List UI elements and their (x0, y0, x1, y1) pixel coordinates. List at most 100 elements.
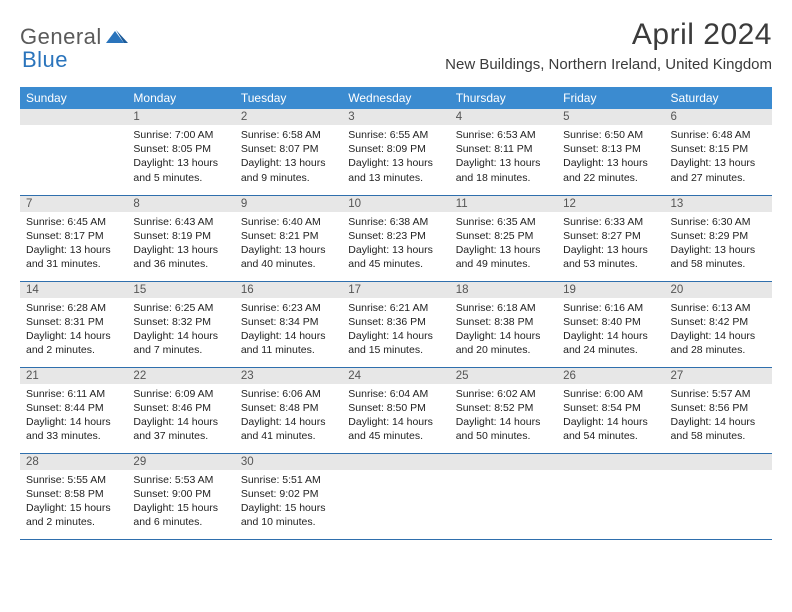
calendar-day-cell: 18Sunrise: 6:18 AMSunset: 8:38 PMDayligh… (450, 281, 557, 367)
calendar-table: SundayMondayTuesdayWednesdayThursdayFrid… (20, 87, 772, 540)
calendar-day-cell: 13Sunrise: 6:30 AMSunset: 8:29 PMDayligh… (665, 195, 772, 281)
day-number: 8 (127, 196, 234, 212)
calendar-day-cell (665, 453, 772, 539)
day-details: Sunrise: 6:50 AMSunset: 8:13 PMDaylight:… (557, 125, 664, 189)
day-number (557, 454, 664, 470)
day-number: 6 (665, 109, 772, 125)
calendar-day-cell: 10Sunrise: 6:38 AMSunset: 8:23 PMDayligh… (342, 195, 449, 281)
day-number: 10 (342, 196, 449, 212)
weekday-header: Tuesday (235, 87, 342, 109)
day-number: 20 (665, 282, 772, 298)
calendar-day-cell: 28Sunrise: 5:55 AMSunset: 8:58 PMDayligh… (20, 453, 127, 539)
day-number: 29 (127, 454, 234, 470)
day-details: Sunrise: 6:48 AMSunset: 8:15 PMDaylight:… (665, 125, 772, 189)
day-number: 18 (450, 282, 557, 298)
day-number: 1 (127, 109, 234, 125)
day-number: 5 (557, 109, 664, 125)
calendar-week-row: 14Sunrise: 6:28 AMSunset: 8:31 PMDayligh… (20, 281, 772, 367)
day-number (450, 454, 557, 470)
day-number: 3 (342, 109, 449, 125)
day-details: Sunrise: 7:00 AMSunset: 8:05 PMDaylight:… (127, 125, 234, 189)
day-number: 28 (20, 454, 127, 470)
weekday-header: Thursday (450, 87, 557, 109)
calendar-day-cell: 29Sunrise: 5:53 AMSunset: 9:00 PMDayligh… (127, 453, 234, 539)
day-number: 17 (342, 282, 449, 298)
day-details: Sunrise: 6:33 AMSunset: 8:27 PMDaylight:… (557, 212, 664, 276)
day-details: Sunrise: 6:43 AMSunset: 8:19 PMDaylight:… (127, 212, 234, 276)
month-title: April 2024 (445, 18, 772, 52)
day-details: Sunrise: 6:53 AMSunset: 8:11 PMDaylight:… (450, 125, 557, 189)
day-details: Sunrise: 6:09 AMSunset: 8:46 PMDaylight:… (127, 384, 234, 448)
calendar-day-cell: 8Sunrise: 6:43 AMSunset: 8:19 PMDaylight… (127, 195, 234, 281)
location-text: New Buildings, Northern Ireland, United … (445, 56, 772, 73)
day-details: Sunrise: 6:55 AMSunset: 8:09 PMDaylight:… (342, 125, 449, 189)
day-details: Sunrise: 6:21 AMSunset: 8:36 PMDaylight:… (342, 298, 449, 362)
day-details: Sunrise: 6:45 AMSunset: 8:17 PMDaylight:… (20, 212, 127, 276)
day-details: Sunrise: 6:25 AMSunset: 8:32 PMDaylight:… (127, 298, 234, 362)
calendar-week-row: 7Sunrise: 6:45 AMSunset: 8:17 PMDaylight… (20, 195, 772, 281)
calendar-day-cell: 20Sunrise: 6:13 AMSunset: 8:42 PMDayligh… (665, 281, 772, 367)
calendar-day-cell: 17Sunrise: 6:21 AMSunset: 8:36 PMDayligh… (342, 281, 449, 367)
calendar-day-cell: 12Sunrise: 6:33 AMSunset: 8:27 PMDayligh… (557, 195, 664, 281)
calendar-day-cell: 14Sunrise: 6:28 AMSunset: 8:31 PMDayligh… (20, 281, 127, 367)
calendar-day-cell: 9Sunrise: 6:40 AMSunset: 8:21 PMDaylight… (235, 195, 342, 281)
calendar-day-cell: 21Sunrise: 6:11 AMSunset: 8:44 PMDayligh… (20, 367, 127, 453)
day-number: 23 (235, 368, 342, 384)
calendar-day-cell: 26Sunrise: 6:00 AMSunset: 8:54 PMDayligh… (557, 367, 664, 453)
calendar-day-cell: 23Sunrise: 6:06 AMSunset: 8:48 PMDayligh… (235, 367, 342, 453)
calendar-week-row: 1Sunrise: 7:00 AMSunset: 8:05 PMDaylight… (20, 109, 772, 195)
day-number: 21 (20, 368, 127, 384)
day-number: 13 (665, 196, 772, 212)
day-number (665, 454, 772, 470)
calendar-day-cell: 2Sunrise: 6:58 AMSunset: 8:07 PMDaylight… (235, 109, 342, 195)
logo-mark-icon (106, 27, 128, 48)
day-details: Sunrise: 6:18 AMSunset: 8:38 PMDaylight:… (450, 298, 557, 362)
day-details: Sunrise: 6:02 AMSunset: 8:52 PMDaylight:… (450, 384, 557, 448)
calendar-week-row: 21Sunrise: 6:11 AMSunset: 8:44 PMDayligh… (20, 367, 772, 453)
day-details: Sunrise: 6:58 AMSunset: 8:07 PMDaylight:… (235, 125, 342, 189)
day-details: Sunrise: 6:23 AMSunset: 8:34 PMDaylight:… (235, 298, 342, 362)
day-number: 26 (557, 368, 664, 384)
day-details: Sunrise: 5:51 AMSunset: 9:02 PMDaylight:… (235, 470, 342, 534)
calendar-day-cell: 25Sunrise: 6:02 AMSunset: 8:52 PMDayligh… (450, 367, 557, 453)
calendar-week-row: 28Sunrise: 5:55 AMSunset: 8:58 PMDayligh… (20, 453, 772, 539)
title-block: April 2024 New Buildings, Northern Irela… (445, 18, 772, 73)
calendar-day-cell: 30Sunrise: 5:51 AMSunset: 9:02 PMDayligh… (235, 453, 342, 539)
weekday-header: Friday (557, 87, 664, 109)
day-details: Sunrise: 6:28 AMSunset: 8:31 PMDaylight:… (20, 298, 127, 362)
day-details: Sunrise: 5:53 AMSunset: 9:00 PMDaylight:… (127, 470, 234, 534)
day-details: Sunrise: 6:38 AMSunset: 8:23 PMDaylight:… (342, 212, 449, 276)
calendar-day-cell: 11Sunrise: 6:35 AMSunset: 8:25 PMDayligh… (450, 195, 557, 281)
day-number (20, 109, 127, 125)
day-details: Sunrise: 6:11 AMSunset: 8:44 PMDaylight:… (20, 384, 127, 448)
day-details: Sunrise: 6:04 AMSunset: 8:50 PMDaylight:… (342, 384, 449, 448)
day-number: 15 (127, 282, 234, 298)
calendar-day-cell: 5Sunrise: 6:50 AMSunset: 8:13 PMDaylight… (557, 109, 664, 195)
day-number: 9 (235, 196, 342, 212)
day-details: Sunrise: 6:30 AMSunset: 8:29 PMDaylight:… (665, 212, 772, 276)
logo-word-blue: Blue (22, 47, 68, 72)
calendar-day-cell: 6Sunrise: 6:48 AMSunset: 8:15 PMDaylight… (665, 109, 772, 195)
weekday-header: Sunday (20, 87, 127, 109)
calendar-day-cell: 3Sunrise: 6:55 AMSunset: 8:09 PMDaylight… (342, 109, 449, 195)
day-number: 16 (235, 282, 342, 298)
day-number: 24 (342, 368, 449, 384)
day-number: 4 (450, 109, 557, 125)
day-details: Sunrise: 6:16 AMSunset: 8:40 PMDaylight:… (557, 298, 664, 362)
weekday-header: Monday (127, 87, 234, 109)
day-number: 22 (127, 368, 234, 384)
calendar-day-cell: 24Sunrise: 6:04 AMSunset: 8:50 PMDayligh… (342, 367, 449, 453)
day-details: Sunrise: 5:55 AMSunset: 8:58 PMDaylight:… (20, 470, 127, 534)
day-number: 7 (20, 196, 127, 212)
day-number (342, 454, 449, 470)
day-details: Sunrise: 6:13 AMSunset: 8:42 PMDaylight:… (665, 298, 772, 362)
calendar-day-cell: 4Sunrise: 6:53 AMSunset: 8:11 PMDaylight… (450, 109, 557, 195)
calendar-body: 1Sunrise: 7:00 AMSunset: 8:05 PMDaylight… (20, 109, 772, 539)
day-number: 2 (235, 109, 342, 125)
day-number: 30 (235, 454, 342, 470)
day-number: 25 (450, 368, 557, 384)
calendar-day-cell (450, 453, 557, 539)
day-details: Sunrise: 6:06 AMSunset: 8:48 PMDaylight:… (235, 384, 342, 448)
calendar-day-cell (342, 453, 449, 539)
day-details: Sunrise: 6:40 AMSunset: 8:21 PMDaylight:… (235, 212, 342, 276)
